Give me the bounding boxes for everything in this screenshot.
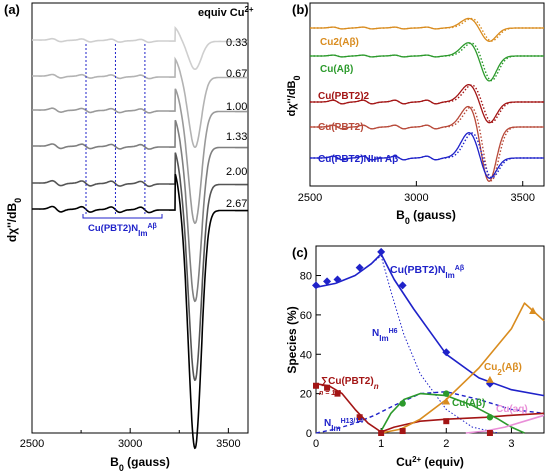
x-tick-label: 1: [378, 438, 384, 450]
point-diamond: [398, 281, 407, 290]
spectrum-1.33: [32, 119, 248, 303]
point-square: [356, 414, 363, 421]
spectrum-dotted-0: [310, 17, 544, 42]
y-tick-label: 20: [300, 389, 312, 401]
panel-b-series-labels: Cu2(Aβ) Cu(Aβ) Cu(PBT2)2 Cu(PBT2) Cu(PBT2)NI…: [318, 37, 398, 165]
panel-b: (b) 2500 3000 3500 Cu2(Aβ)Cu(Aβ)Cu(PBT2)2C…: [286, 2, 545, 226]
panel-a-xlabel: B0 (gauss): [110, 455, 170, 473]
fit-curve-5: [380, 302, 545, 434]
panel-c-xlabel: Cu2+ (equiv): [396, 455, 464, 470]
spectrum-2.67: [32, 173, 248, 450]
point-circle: [443, 390, 450, 397]
point-diamond: [323, 277, 332, 286]
spectrum-2.00: [32, 152, 248, 382]
series-label-3: Cu(PBT2): [318, 122, 364, 133]
series-label-0: Cu2(Aβ): [320, 37, 359, 48]
point-square: [399, 428, 406, 435]
point-circle: [399, 400, 406, 407]
series-label-2.67: 2.67: [226, 198, 247, 210]
label-cu2-abeta: Cu2(Aβ): [484, 362, 522, 377]
x-tick-label: 3000: [404, 192, 428, 204]
point-triangle: [486, 375, 494, 383]
spectrum-solid-2: [310, 84, 544, 124]
bracket: [82, 214, 163, 219]
spectrum-1.00: [32, 88, 248, 225]
series-label-2.00: 2.00: [226, 166, 247, 178]
point-square: [334, 390, 341, 397]
y-tick-label: 80: [300, 271, 312, 283]
panel-b-ylabel: dχ''/dB0: [286, 75, 302, 116]
series-label-2: Cu(PBT2)2: [318, 91, 370, 102]
spectrum-0.67: [32, 56, 248, 149]
spectrum-solid-3: [310, 105, 544, 182]
panel-c-data-points: [312, 247, 537, 436]
x-tick-label: 2: [443, 438, 449, 450]
spectrum-dotted-1: [310, 42, 544, 82]
panel-b-axes: [309, 2, 545, 187]
panel-c: (c) 0 1 2 3 0 20 40 60 80 Cu(PBT2)NImAβ NImH6 Cu…: [285, 245, 545, 470]
point-diamond: [442, 348, 451, 357]
point-circle: [486, 414, 494, 421]
panel-a-ticks: 2500 3000 3500: [20, 428, 241, 450]
y-tick-label: 0: [306, 428, 312, 440]
label-cu-aq: Cu(aq): [496, 404, 528, 415]
panel-a-ylabel: dχ''/dB0: [5, 198, 23, 242]
point-square: [313, 382, 319, 389]
y-tick-label: 60: [300, 310, 312, 322]
fit-curve-2: [315, 391, 545, 434]
x-tick-label: 2500: [298, 192, 322, 204]
label-sum-range: n = 1,2: [319, 390, 341, 397]
panel-c-label: (c): [292, 245, 308, 260]
point-square: [486, 430, 493, 436]
panel-c-axes: [315, 245, 545, 434]
point-diamond: [333, 275, 342, 284]
point-square: [443, 418, 450, 425]
series-label-1.00: 1.00: [226, 101, 247, 113]
spectrum-dotted-3: [310, 106, 544, 182]
panel-a-series-labels: 0.33 0.67 1.00 1.33 2.00 2.67: [226, 37, 247, 210]
spectrum-dotted-2: [310, 84, 544, 123]
bracket-label: Cu(PBT2)NImAβ: [88, 223, 158, 238]
x-tick-label: 0: [313, 438, 319, 450]
x-tick-label: 3: [508, 438, 514, 450]
panel-b-ticks: 2500 3000 3500: [298, 181, 535, 204]
fit-curve-1: [315, 255, 499, 434]
label-cu-pbt2-nim: Cu(PBT2)NImAβ: [390, 264, 465, 280]
y-tick-label: 40: [300, 349, 312, 361]
point-triangle: [529, 306, 537, 314]
x-tick-label: 3500: [216, 438, 240, 450]
panel-a-label: (a): [4, 2, 20, 17]
panel-b-label: (b): [292, 2, 309, 17]
series-label-0.67: 0.67: [226, 68, 247, 80]
panel-a-legend-title: equiv Cu2+: [198, 5, 254, 20]
panel-a-marker-lines: [85, 44, 146, 216]
panel-c-ylabel: Species (%): [285, 306, 299, 373]
panel-a-axes: [31, 2, 249, 434]
point-square: [324, 384, 331, 391]
panel-b-spectra: [310, 17, 544, 182]
x-tick-label: 2500: [20, 438, 44, 450]
series-label-1.33: 1.33: [226, 131, 247, 143]
x-tick-label: 3000: [118, 438, 142, 450]
label-cu-abeta: Cu(Aβ): [452, 398, 485, 409]
point-triangle: [442, 397, 451, 405]
series-label-1: Cu(Aβ): [320, 64, 353, 75]
series-label-0.33: 0.33: [226, 37, 247, 49]
spectrum-solid-4: [310, 132, 544, 179]
spectrum-0.33: [32, 26, 248, 70]
series-label-4: Cu(PBT2)NIm Aβ: [318, 154, 398, 165]
spectrum-solid-1: [310, 42, 544, 82]
fit-curve-6: [465, 414, 545, 434]
label-sum-cu-pbt2: ∑Cu(PBT2)n: [321, 376, 379, 391]
panel-a: (a) 2500 3000 3500 equiv Cu2+ 0.33 0.67 1.00…: [4, 2, 254, 473]
point-diamond: [312, 281, 320, 290]
point-diamond: [377, 247, 386, 256]
panel-a-spectra: [32, 26, 248, 450]
point-diamond: [355, 263, 364, 272]
label-nim-h6: NImH6: [372, 328, 398, 343]
panel-b-xlabel: B0 (gauss): [396, 208, 456, 226]
x-tick-label: 3500: [510, 192, 534, 204]
point-square: [378, 430, 385, 436]
